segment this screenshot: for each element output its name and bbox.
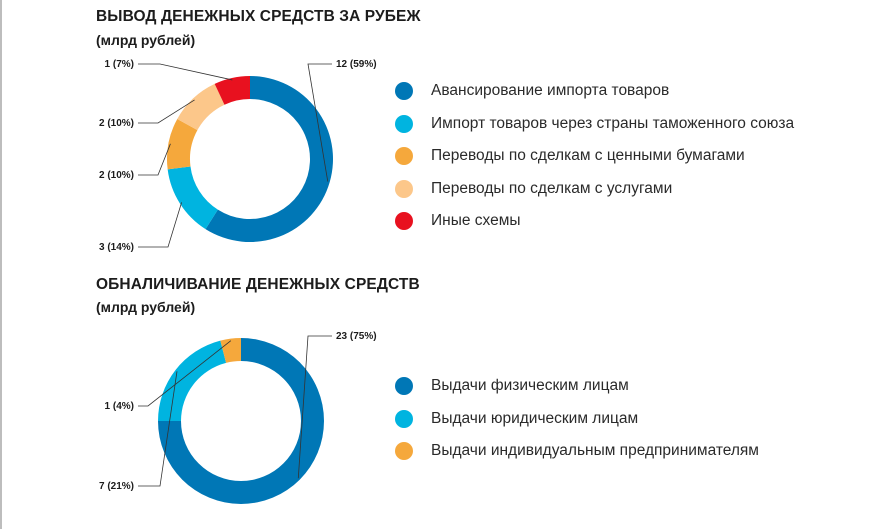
donut-slice bbox=[158, 340, 227, 421]
legend-label: Авансирование импорта товаров bbox=[431, 82, 670, 100]
data-label: 2 (10%) bbox=[99, 118, 134, 129]
donut-slice bbox=[220, 338, 241, 363]
legend-item: Авансирование импорта товаров bbox=[395, 75, 794, 108]
data-label: 3 (14%) bbox=[99, 242, 134, 253]
legend-swatch bbox=[395, 442, 413, 461]
leader-line bbox=[307, 63, 332, 182]
legend-swatch bbox=[395, 179, 413, 198]
data-label: 7 (21%) bbox=[99, 481, 134, 492]
legend-label: Иные схемы bbox=[431, 212, 521, 230]
leader-line bbox=[138, 340, 232, 407]
chart-subtitle: (млрд рублей) bbox=[96, 299, 196, 315]
legend-outflow: Авансирование импорта товаров Импорт това… bbox=[395, 75, 794, 238]
donut-slice bbox=[205, 76, 333, 242]
leader-line bbox=[138, 371, 178, 487]
leader-line bbox=[138, 99, 195, 124]
legend-label: Выдачи юридическим лицам bbox=[431, 409, 639, 427]
legend-item: Выдачи индивидуальным предпринимателям bbox=[395, 435, 759, 468]
legend-swatch bbox=[395, 147, 413, 166]
donut-chart-outflow: 12 (59%) 3 (14%) 2 (10%) 2 (10%) 1 (7%) bbox=[99, 59, 377, 253]
data-label: 23 (75%) bbox=[336, 331, 377, 342]
legend-item: Выдачи юридическим лицам bbox=[395, 403, 759, 436]
donut-slice bbox=[214, 76, 250, 105]
page-edge bbox=[0, 0, 2, 529]
chart-subtitle: (млрд рублей) bbox=[96, 32, 196, 48]
donut-slice bbox=[167, 119, 198, 170]
data-label: 12 (59%) bbox=[336, 59, 377, 70]
donut-chart-cashout: 23 (75%) 7 (21%) 1 (4%) bbox=[99, 331, 377, 504]
legend-swatch bbox=[395, 377, 413, 396]
legend-item: Переводы по сделкам с ценными бумагами bbox=[395, 140, 794, 173]
data-label: 2 (10%) bbox=[99, 170, 134, 181]
donut-slice bbox=[167, 166, 218, 230]
legend-label: Переводы по сделкам с услугами bbox=[431, 179, 673, 197]
legend-item: Выдачи физическим лицам bbox=[395, 370, 759, 403]
legend-label: Переводы по сделкам с ценными бумагами bbox=[431, 147, 745, 165]
chart-title: ОБНАЛИЧИВАНИЕ ДЕНЕЖНЫХ СРЕДСТВ bbox=[96, 276, 420, 293]
data-label: 1 (4%) bbox=[105, 401, 134, 412]
legend-swatch bbox=[395, 212, 413, 231]
leader-line bbox=[138, 143, 171, 176]
donut-slice bbox=[177, 83, 225, 131]
leader-line bbox=[297, 335, 332, 479]
legend-item: Иные схемы bbox=[395, 205, 794, 238]
legend-swatch bbox=[395, 82, 413, 101]
legend-item: Переводы по сделкам с услугами bbox=[395, 173, 794, 206]
leader-line bbox=[138, 63, 233, 81]
data-label: 1 (7%) bbox=[105, 59, 134, 70]
legend-swatch bbox=[395, 114, 413, 133]
legend-cashout: Выдачи физическим лицам Выдачи юридически… bbox=[395, 370, 759, 468]
legend-label: Выдачи индивидуальным предпринимателям bbox=[431, 442, 759, 460]
legend-label: Импорт товаров через страны таможенного … bbox=[431, 114, 795, 132]
chart-title: ВЫВОД ДЕНЕЖНЫХ СРЕДСТВ ЗА РУБЕЖ bbox=[96, 8, 421, 25]
legend-label: Выдачи физическим лицам bbox=[431, 377, 629, 395]
legend-swatch bbox=[395, 409, 413, 428]
leader-line bbox=[138, 202, 182, 248]
legend-item: Импорт товаров через страны таможенного … bbox=[395, 108, 794, 141]
